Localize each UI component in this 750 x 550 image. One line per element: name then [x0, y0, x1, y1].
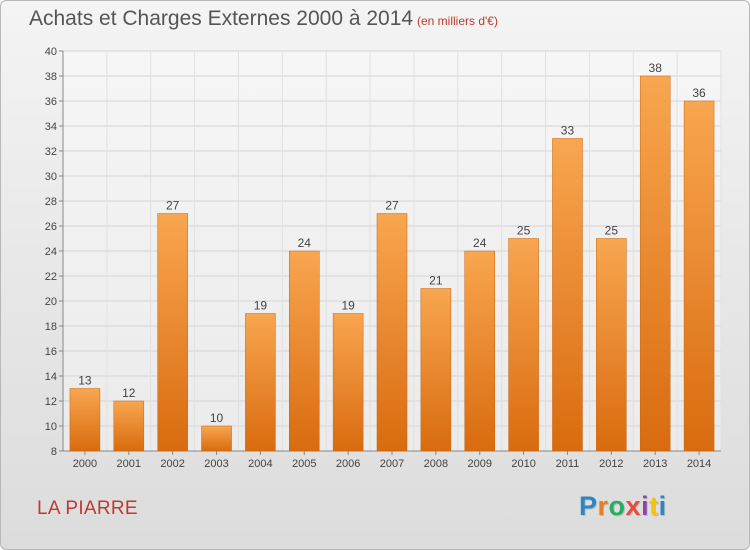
- bar-2013: [640, 76, 670, 451]
- y-tick-label: 14: [45, 371, 57, 383]
- bar-2011: [552, 139, 582, 452]
- x-tick-label-2002: 2002: [160, 458, 184, 470]
- chart-frame: Achats et Charges Externes 2000 à 2014 (…: [0, 0, 750, 550]
- y-tick-label: 26: [45, 221, 57, 233]
- bar-2014: [684, 101, 714, 451]
- bar-2006: [333, 314, 363, 452]
- bar-2008: [421, 289, 451, 452]
- logo-letter: i: [659, 491, 667, 521]
- bar-chart: 8 10 12 14 16 18 20 22 24 26 28 30 32 34 36 38 40 13 2000…: [1, 1, 750, 550]
- data-label-2003: 10: [210, 411, 224, 425]
- y-tick-label: 16: [45, 346, 57, 358]
- x-tick-label-2011: 2011: [556, 458, 580, 470]
- x-tick-label-2014: 2014: [687, 458, 711, 470]
- x-tick-label-2003: 2003: [204, 458, 228, 470]
- bar-2002: [158, 214, 188, 452]
- y-tick-label: 28: [45, 196, 57, 208]
- logo-letter: i: [641, 491, 649, 521]
- data-label-2013: 38: [649, 61, 663, 75]
- x-tick-label-2012: 2012: [599, 458, 623, 470]
- y-tick-label: 32: [45, 146, 57, 158]
- x-tick-label-2001: 2001: [117, 458, 141, 470]
- x-tick-label-2007: 2007: [380, 458, 404, 470]
- data-label-2014: 36: [692, 86, 706, 100]
- logo-letter: o: [609, 491, 626, 521]
- bar-2010: [509, 239, 539, 452]
- data-label-2009: 24: [473, 236, 487, 250]
- y-tick-label: 34: [45, 121, 57, 133]
- y-tick-label: 40: [45, 46, 57, 58]
- data-label-2001: 12: [122, 386, 136, 400]
- data-label-2007: 27: [385, 199, 399, 213]
- data-label-2008: 21: [429, 274, 443, 288]
- logo-letter: t: [649, 491, 659, 521]
- x-tick-label-2005: 2005: [292, 458, 316, 470]
- x-tick-label-2013: 2013: [643, 458, 667, 470]
- y-tick-label: 36: [45, 96, 57, 108]
- x-tick-label-2010: 2010: [511, 458, 535, 470]
- logo-letter: x: [626, 491, 642, 521]
- bar-2005: [289, 251, 319, 451]
- bar-2001: [114, 401, 144, 451]
- y-tick-label: 10: [45, 421, 57, 433]
- x-tick-label-2000: 2000: [73, 458, 97, 470]
- x-tick-label-2004: 2004: [248, 458, 272, 470]
- data-label-2011: 33: [561, 124, 575, 138]
- bar-2009: [465, 251, 495, 451]
- y-tick-label: 8: [51, 446, 57, 458]
- x-tick-label-2006: 2006: [336, 458, 360, 470]
- bar-2007: [377, 214, 407, 452]
- data-label-2006: 19: [341, 299, 355, 313]
- x-tick-label-2009: 2009: [467, 458, 491, 470]
- data-label-2000: 13: [78, 374, 92, 388]
- data-label-2005: 24: [298, 236, 312, 250]
- x-tick-label-2008: 2008: [424, 458, 448, 470]
- y-tick-label: 18: [45, 321, 57, 333]
- y-tick-label: 12: [45, 396, 57, 408]
- y-tick-label: 24: [45, 246, 57, 258]
- bar-2000: [70, 389, 100, 452]
- logo-letter: P: [579, 491, 598, 521]
- y-tick-label: 38: [45, 71, 57, 83]
- logo-letter: r: [598, 491, 609, 521]
- proxiti-logo: Proxiti: [579, 491, 667, 522]
- data-label-2004: 19: [254, 299, 268, 313]
- y-tick-label: 22: [45, 271, 57, 283]
- y-tick-label: 30: [45, 171, 57, 183]
- data-label-2002: 27: [166, 199, 180, 213]
- commune-name: LA PIARRE: [37, 498, 138, 520]
- data-label-2012: 25: [605, 224, 619, 238]
- bar-2004: [245, 314, 275, 452]
- bar-2012: [596, 239, 626, 452]
- bar-2003: [202, 426, 232, 451]
- y-tick-label: 20: [45, 296, 57, 308]
- data-label-2010: 25: [517, 224, 531, 238]
